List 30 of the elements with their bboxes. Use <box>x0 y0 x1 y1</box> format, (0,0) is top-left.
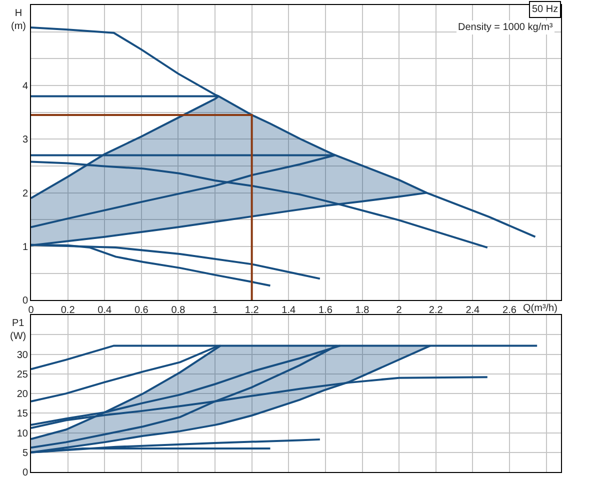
y-tick-label: 4 <box>22 80 28 92</box>
y-tick-label: 25 <box>16 369 28 380</box>
x-tick-label: 1.8 <box>355 305 370 316</box>
y-tick-label: 2 <box>22 188 28 200</box>
text: Density = 1000 kg/m³ <box>458 22 554 33</box>
y-tick-label: 20 <box>16 389 28 400</box>
x-tick-label: 0.2 <box>60 305 76 316</box>
y-tick-label: 15 <box>16 408 28 420</box>
x-tick-label: 1.2 <box>244 305 260 316</box>
x-tick-label: 2.6 <box>502 305 517 316</box>
x-tick-label: 1 <box>212 305 218 316</box>
y-axis-title: H (m) <box>11 8 26 32</box>
x-tick-label: 0.4 <box>98 305 112 316</box>
x-tick-label: 1.6 <box>318 305 333 316</box>
x-tick-label: 1.4 <box>282 305 296 316</box>
x-tick-label: 0.6 <box>134 305 149 316</box>
y-tick-label: 5 <box>22 448 28 459</box>
y-tick-label: 0 <box>22 468 28 478</box>
x-tick-label: 0.8 <box>171 305 186 316</box>
y-tick-label: 1 <box>22 242 28 253</box>
y-tick-label: 10 <box>16 428 28 440</box>
x-axis-title: Q(m³/h) <box>523 303 558 314</box>
x-tick-label: 2.4 <box>466 305 480 316</box>
x-tick-label: 2.2 <box>428 305 444 316</box>
y-tick-label: 30 <box>16 350 28 361</box>
chart-title: 50 Hz <box>532 4 558 15</box>
y-tick-label: 0 <box>22 296 28 307</box>
y-tick-label: 3 <box>22 134 28 146</box>
y-axis-title: P1 (W) <box>10 318 26 342</box>
x-tick-label: 2 <box>396 305 402 316</box>
